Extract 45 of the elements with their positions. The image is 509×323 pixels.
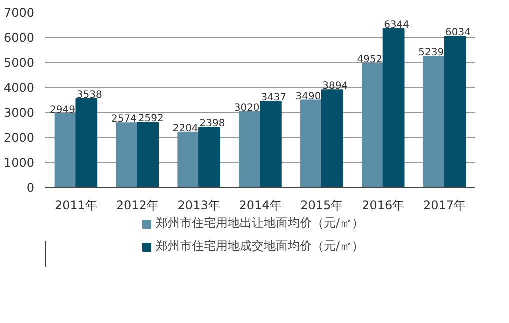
data-label: 3437: [261, 92, 287, 104]
data-label: 6034: [446, 28, 471, 39]
data-label: 2204: [172, 123, 198, 134]
bar: [178, 132, 200, 188]
data-label: 3894: [322, 81, 348, 92]
data-label: 4952: [357, 54, 383, 66]
data-label: 3490: [296, 91, 322, 102]
y-tick-label: 1000: [4, 156, 35, 170]
bar: [260, 101, 282, 188]
data-label: 2574: [111, 114, 137, 126]
y-tick-label: 5000: [4, 56, 35, 70]
bar: [239, 112, 261, 188]
bar: [362, 63, 384, 188]
data-label: 2949: [50, 104, 76, 116]
bar: [116, 122, 138, 188]
x-tick-label: 2016年: [362, 198, 405, 212]
data-label: 5239: [418, 48, 444, 59]
x-tick-label: 2015年: [300, 198, 344, 212]
bar: [76, 98, 98, 188]
bar: [423, 56, 446, 188]
bar: [300, 100, 322, 188]
data-label: 3538: [76, 90, 102, 102]
data-label: 3020: [234, 103, 260, 114]
bar: [54, 113, 77, 188]
x-tick-label: 2014年: [239, 198, 282, 212]
x-tick-label: 2012年: [116, 198, 159, 212]
x-tick-label: 2013年: [178, 198, 220, 212]
legend-label: 郑州市住宅用地成交地面均价（元/㎡）: [156, 238, 364, 255]
y-tick-label: 0: [26, 181, 35, 195]
data-label: 6344: [384, 20, 410, 31]
bar: [382, 28, 405, 188]
y-tick-label: 4000: [4, 81, 35, 95]
x-tick-label: 2011年: [54, 198, 98, 212]
bar: [198, 127, 220, 188]
bar: [444, 36, 466, 188]
legend-label: 郑州市住宅用地出让地面均价（元/㎡）: [156, 215, 364, 232]
bar: [321, 90, 344, 188]
data-label: 2592: [138, 114, 164, 125]
y-tick-label: 2000: [4, 131, 35, 145]
data-label: 2398: [200, 118, 226, 130]
x-tick-label: 2017年: [424, 198, 466, 212]
y-tick-label: 6000: [4, 31, 35, 45]
y-tick-label: 3000: [4, 106, 35, 120]
bar: [137, 122, 160, 188]
y-tick-label: 7000: [4, 6, 35, 20]
